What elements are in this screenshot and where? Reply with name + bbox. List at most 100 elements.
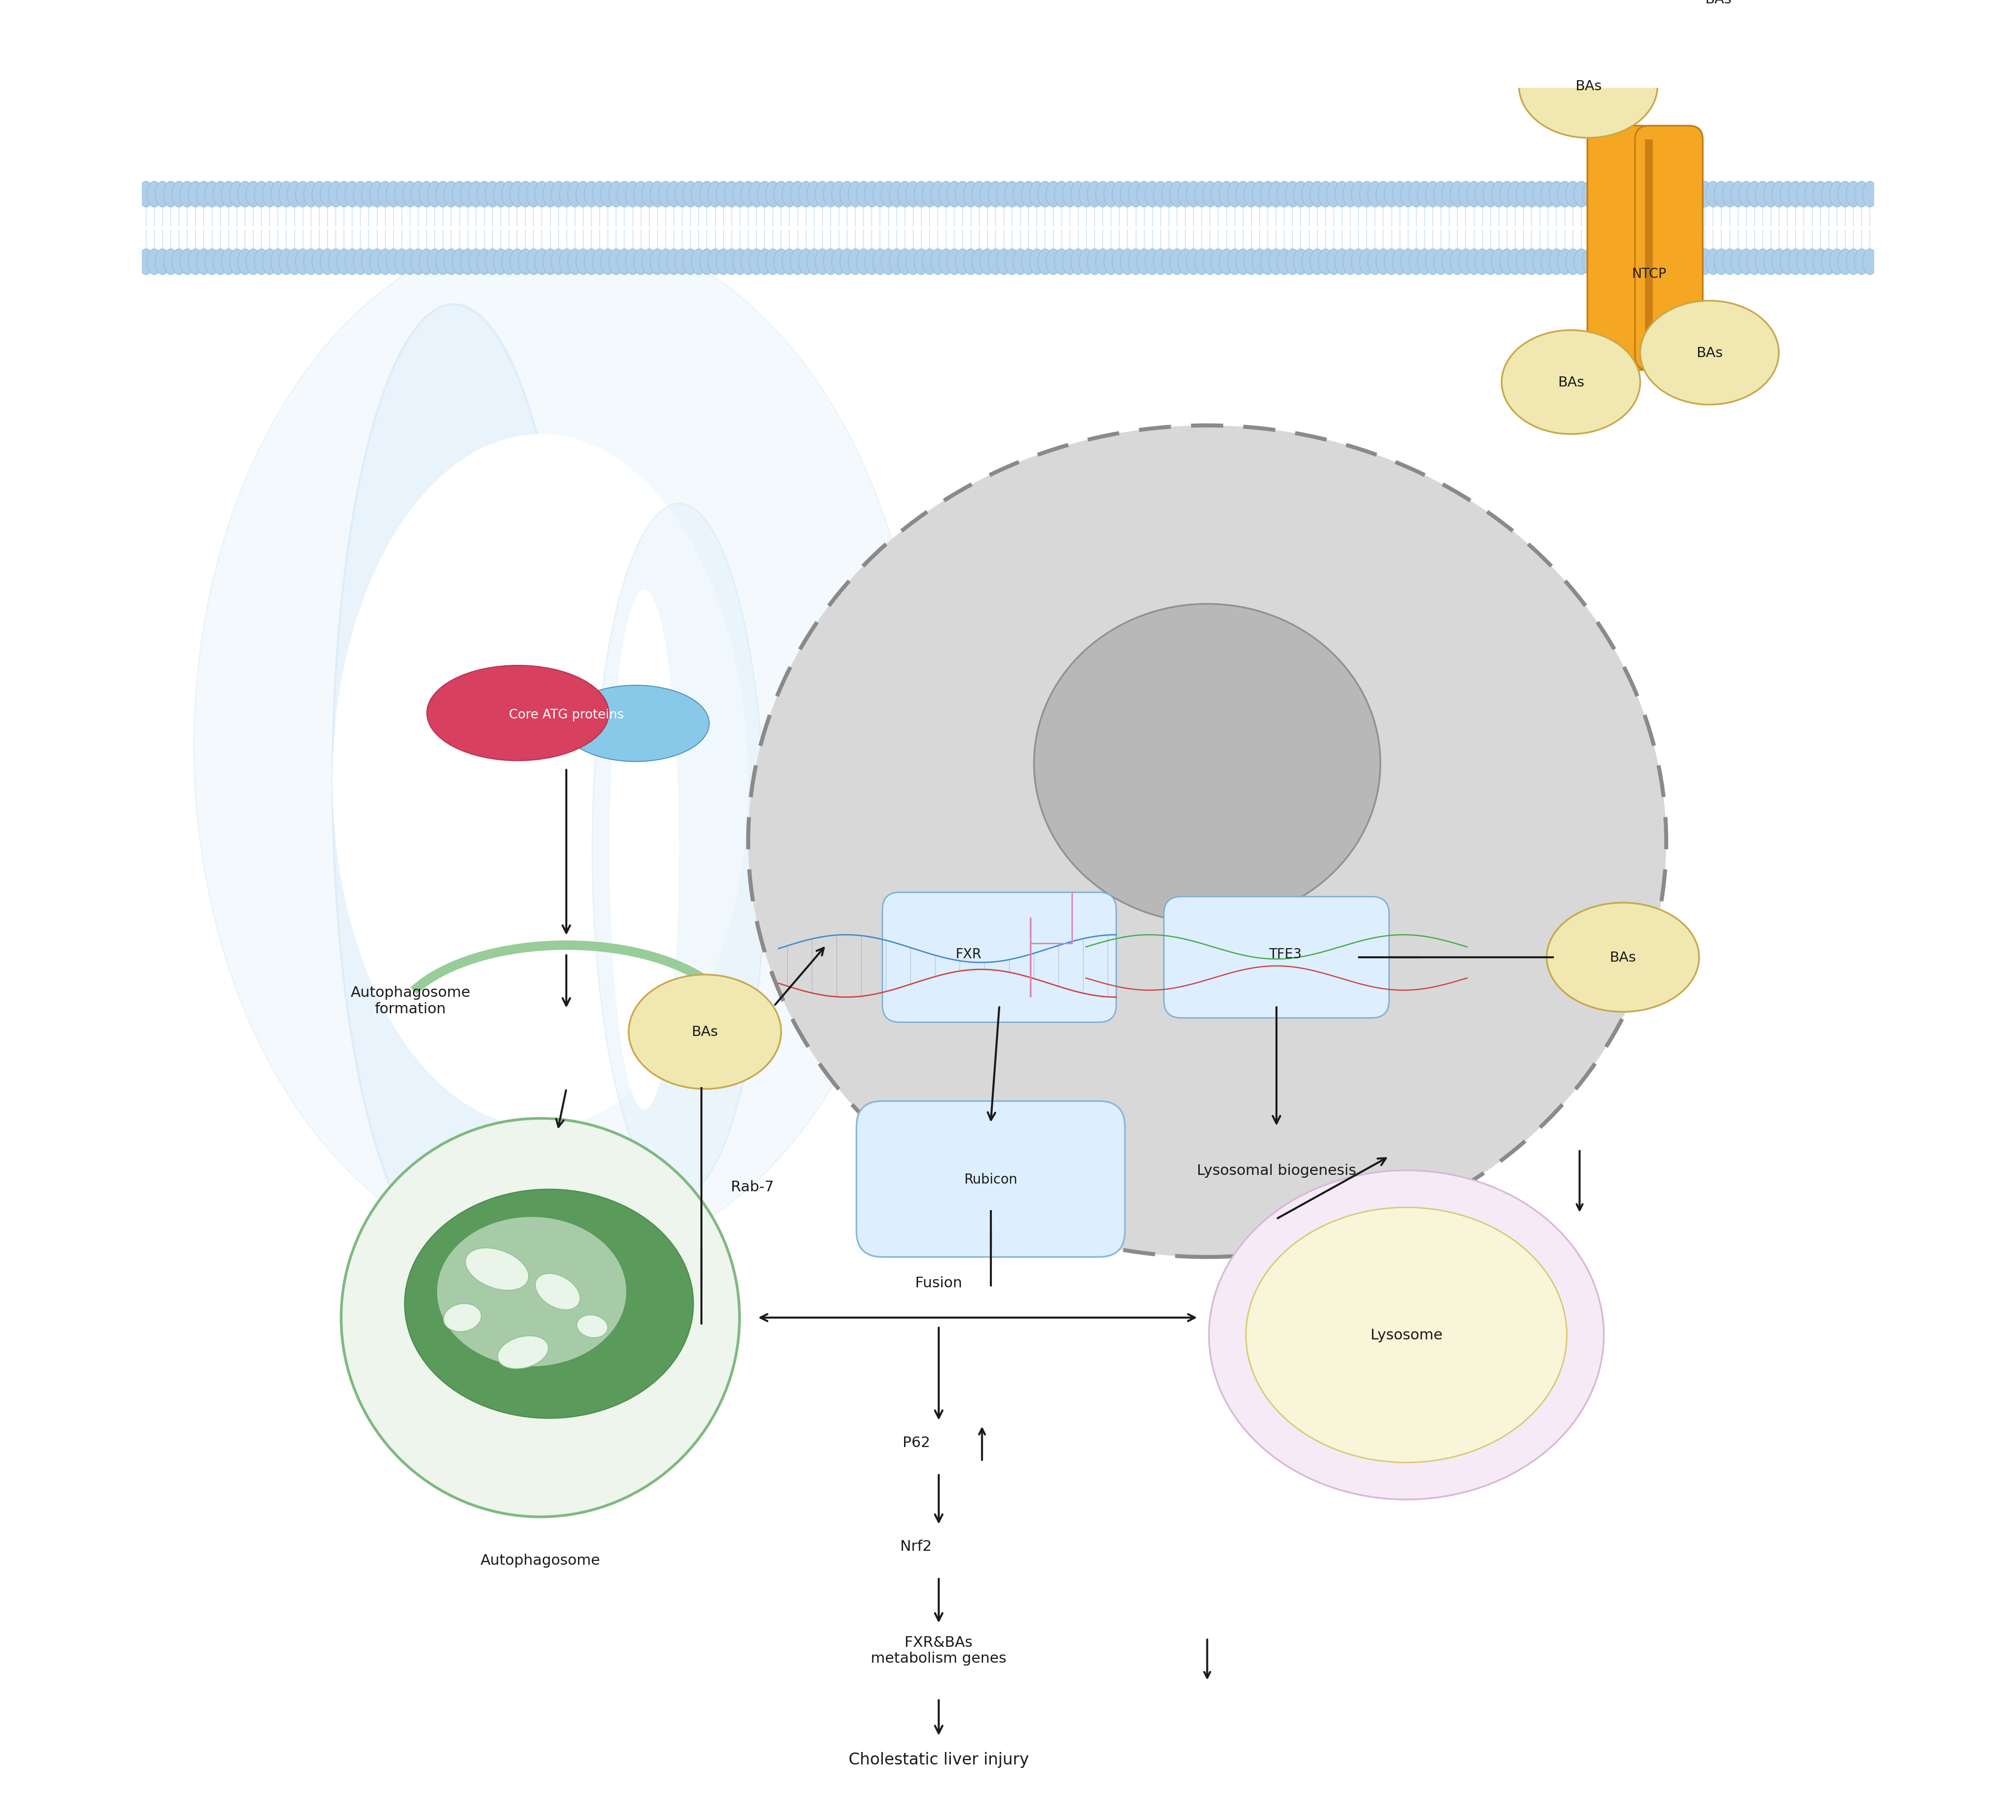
Ellipse shape — [518, 182, 532, 207]
Ellipse shape — [321, 249, 335, 275]
Ellipse shape — [724, 182, 740, 207]
Ellipse shape — [1623, 249, 1639, 275]
Ellipse shape — [1401, 249, 1415, 275]
Ellipse shape — [1764, 182, 1778, 207]
Ellipse shape — [1831, 249, 1845, 275]
Ellipse shape — [1310, 182, 1325, 207]
Ellipse shape — [486, 182, 500, 207]
Ellipse shape — [651, 249, 665, 275]
Ellipse shape — [1236, 249, 1250, 275]
Ellipse shape — [1812, 182, 1829, 207]
Ellipse shape — [1681, 249, 1695, 275]
Ellipse shape — [296, 249, 310, 275]
Ellipse shape — [1343, 182, 1357, 207]
Ellipse shape — [1054, 182, 1068, 207]
Ellipse shape — [437, 1218, 627, 1367]
Text: Lysosomal biogenesis: Lysosomal biogenesis — [1198, 1163, 1357, 1178]
Ellipse shape — [758, 182, 772, 207]
Ellipse shape — [1615, 182, 1629, 207]
Ellipse shape — [716, 249, 730, 275]
Ellipse shape — [823, 182, 839, 207]
Ellipse shape — [1244, 182, 1258, 207]
Ellipse shape — [1129, 249, 1143, 275]
Ellipse shape — [155, 249, 169, 275]
Ellipse shape — [1855, 182, 1869, 207]
Ellipse shape — [996, 249, 1012, 275]
Ellipse shape — [419, 249, 433, 275]
Ellipse shape — [1492, 249, 1506, 275]
Ellipse shape — [1839, 249, 1853, 275]
Ellipse shape — [633, 249, 649, 275]
Ellipse shape — [1276, 182, 1292, 207]
Ellipse shape — [889, 182, 903, 207]
Ellipse shape — [1673, 182, 1687, 207]
Ellipse shape — [849, 249, 863, 275]
Ellipse shape — [1004, 249, 1020, 275]
Ellipse shape — [179, 249, 196, 275]
Ellipse shape — [1665, 182, 1679, 207]
Ellipse shape — [1706, 249, 1720, 275]
Ellipse shape — [748, 426, 1665, 1258]
Ellipse shape — [1095, 249, 1111, 275]
Ellipse shape — [806, 182, 821, 207]
Ellipse shape — [444, 1303, 482, 1332]
Ellipse shape — [931, 182, 946, 207]
Ellipse shape — [1246, 1207, 1566, 1463]
Ellipse shape — [790, 249, 804, 275]
Ellipse shape — [1137, 182, 1151, 207]
Ellipse shape — [1425, 249, 1439, 275]
Ellipse shape — [1177, 249, 1193, 275]
Ellipse shape — [1468, 249, 1482, 275]
Ellipse shape — [187, 182, 204, 207]
Ellipse shape — [387, 182, 401, 207]
Ellipse shape — [1796, 182, 1810, 207]
Ellipse shape — [196, 182, 212, 207]
Ellipse shape — [1476, 249, 1490, 275]
Ellipse shape — [1566, 249, 1581, 275]
Ellipse shape — [609, 182, 623, 207]
Ellipse shape — [1377, 249, 1391, 275]
Ellipse shape — [1302, 182, 1316, 207]
Ellipse shape — [1367, 182, 1383, 207]
Text: BAs: BAs — [1574, 80, 1601, 93]
Ellipse shape — [1185, 249, 1202, 275]
Ellipse shape — [857, 182, 871, 207]
Ellipse shape — [353, 182, 367, 207]
Ellipse shape — [806, 249, 821, 275]
Ellipse shape — [865, 182, 879, 207]
Ellipse shape — [675, 182, 689, 207]
Ellipse shape — [1145, 249, 1159, 275]
Ellipse shape — [1804, 249, 1820, 275]
Ellipse shape — [1804, 182, 1820, 207]
Ellipse shape — [1153, 182, 1167, 207]
Ellipse shape — [1030, 249, 1044, 275]
Ellipse shape — [1286, 249, 1300, 275]
Ellipse shape — [304, 182, 319, 207]
Ellipse shape — [1145, 182, 1159, 207]
Ellipse shape — [329, 249, 343, 275]
Ellipse shape — [361, 249, 377, 275]
Ellipse shape — [254, 249, 268, 275]
Ellipse shape — [1730, 182, 1746, 207]
Ellipse shape — [724, 249, 740, 275]
Ellipse shape — [972, 182, 986, 207]
Ellipse shape — [700, 182, 714, 207]
Text: Rubicon: Rubicon — [964, 1172, 1018, 1187]
Ellipse shape — [1500, 249, 1514, 275]
Ellipse shape — [964, 249, 978, 275]
Ellipse shape — [361, 182, 377, 207]
Ellipse shape — [1500, 182, 1514, 207]
Ellipse shape — [1351, 182, 1365, 207]
Ellipse shape — [1195, 249, 1210, 275]
Text: Lysosome: Lysosome — [1371, 1329, 1441, 1341]
Ellipse shape — [1195, 182, 1210, 207]
Ellipse shape — [577, 1316, 607, 1338]
Ellipse shape — [1252, 249, 1266, 275]
Ellipse shape — [1607, 182, 1621, 207]
Ellipse shape — [312, 182, 327, 207]
Ellipse shape — [1788, 249, 1802, 275]
Ellipse shape — [766, 182, 780, 207]
FancyBboxPatch shape — [1587, 126, 1655, 369]
Ellipse shape — [1532, 182, 1546, 207]
Ellipse shape — [1385, 249, 1399, 275]
